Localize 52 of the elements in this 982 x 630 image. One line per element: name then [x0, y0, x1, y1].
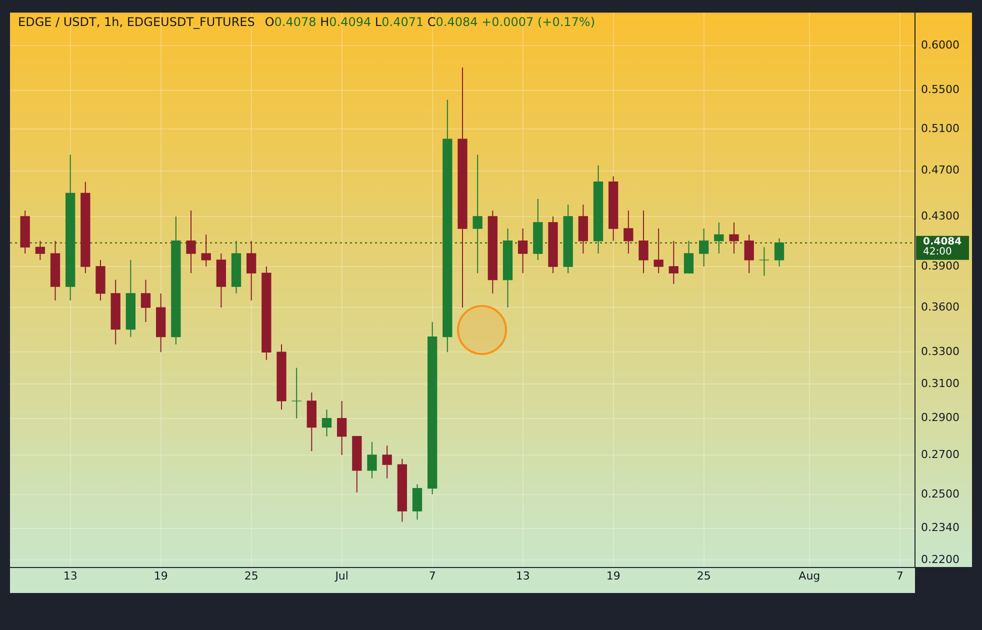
- y-tick-label: 0.4700: [921, 164, 960, 177]
- y-tick-label: 0.2340: [921, 521, 960, 534]
- y-tick-label: 0.2500: [921, 487, 960, 500]
- y-tick-label: 0.5100: [921, 122, 960, 135]
- candlestick: [201, 234, 211, 267]
- candlestick: [186, 210, 196, 274]
- candlestick: [699, 228, 709, 267]
- candlestick: [638, 210, 648, 274]
- candlestick: [759, 246, 769, 276]
- x-tick-label: Jul: [334, 569, 348, 582]
- candlestick: [744, 234, 754, 274]
- ref-line-label: 0.4084: [923, 236, 962, 248]
- candlestick: [246, 240, 256, 301]
- candlestick: [367, 441, 377, 479]
- candlestick: [412, 484, 422, 520]
- text: O0.4078 H0.4094 L0.4071 C0.4084 +0.0007 (+0.17%): [264, 15, 595, 30]
- x-tick-label: 13: [516, 569, 530, 582]
- candlestick: [668, 240, 678, 284]
- y-tick-label: 0.3300: [921, 344, 960, 358]
- y-tick-label: 0.4300: [921, 209, 960, 222]
- candlestick: [714, 222, 724, 254]
- candlestick: [684, 240, 694, 274]
- candlestick: [140, 279, 151, 322]
- candlestick: [729, 222, 739, 254]
- y-tick-label: 0.5500: [921, 83, 960, 96]
- candlestick: [322, 409, 332, 437]
- candlestick: [518, 228, 528, 274]
- y-tick-label: 0.6000: [921, 38, 960, 52]
- chart-title: EDGE / USDT, 1h, EDGEUSDT_FUTURES: [18, 15, 255, 30]
- candlestick: [337, 400, 347, 456]
- candlestick: [35, 240, 45, 260]
- y-tick-label: 0.2200: [921, 552, 960, 566]
- candlestick: [774, 238, 784, 267]
- text: 42:00: [923, 246, 952, 258]
- candlestick: [654, 228, 664, 274]
- y-tick-label: 0.2700: [921, 448, 960, 461]
- y-tick-label: 0.3600: [921, 300, 960, 314]
- x-tick-label: 7: [428, 569, 436, 582]
- y-tick-label: 0.3900: [921, 259, 960, 272]
- y-tick-label: 0.2900: [921, 411, 960, 424]
- candlestick: [382, 445, 392, 479]
- candlestick: [624, 210, 634, 254]
- y-tick-label: 0.3100: [921, 377, 960, 390]
- candlestick: [472, 154, 482, 274]
- x-tick-label: 25: [696, 569, 711, 582]
- x-tick-label: 13: [63, 569, 78, 582]
- x-tick-label: 19: [154, 569, 168, 582]
- candlestick: [292, 367, 302, 419]
- x-tick-label: 7: [896, 569, 904, 582]
- x-tick-label: 25: [244, 569, 258, 582]
- x-tick-label: Aug: [798, 569, 820, 582]
- x-tick-label: 19: [606, 569, 620, 582]
